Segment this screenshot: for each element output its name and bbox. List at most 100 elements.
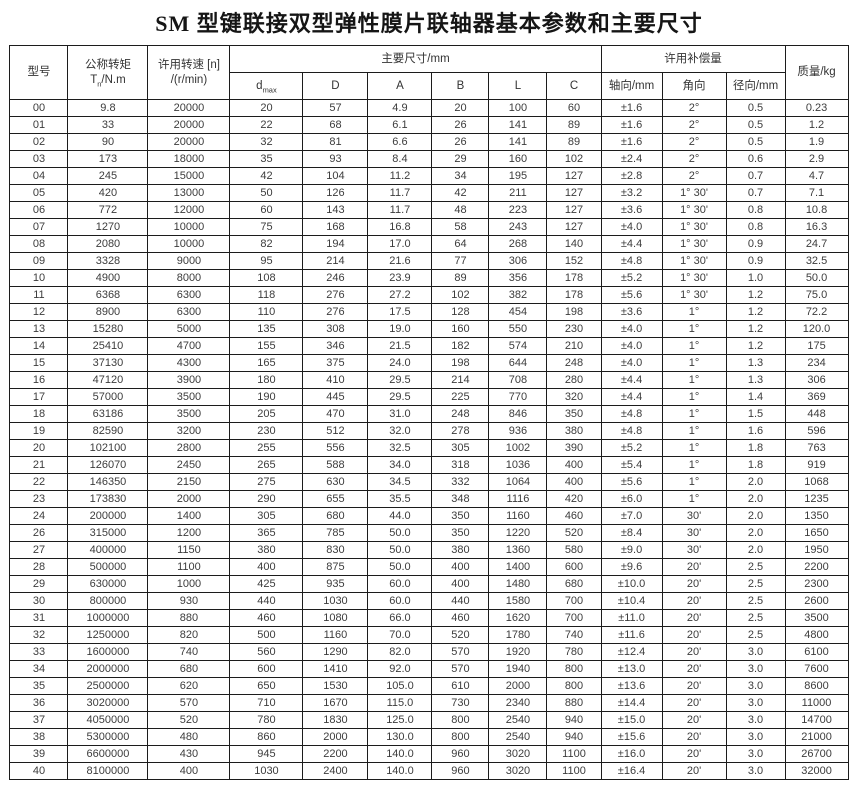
- cell-B: 198: [431, 354, 490, 372]
- cell-dmax: 265: [229, 456, 304, 474]
- cell-model: 11: [9, 286, 69, 304]
- cell-dmax: 860: [229, 728, 304, 746]
- cell-B: 460: [431, 609, 490, 627]
- cell-angular: 20': [661, 626, 727, 644]
- torque-unit: /N.m: [101, 73, 126, 86]
- cell-torque: 2080: [67, 235, 149, 253]
- cell-radial: 0.7: [725, 184, 786, 202]
- cell-model: 33: [9, 643, 69, 661]
- col-header-A: A: [367, 72, 433, 100]
- cell-mass: 448: [784, 405, 849, 423]
- table-row: 01 33 20000 22 68 6.1 26 141 89 ±1.6 2° 0.5 1.2: [9, 116, 849, 134]
- torque-symbol-subscript: n: [97, 78, 102, 88]
- cell-L: 454: [488, 303, 548, 321]
- cell-speed: 1100: [147, 558, 231, 576]
- cell-D: 2400: [302, 762, 369, 780]
- cell-model: 09: [9, 252, 69, 270]
- cell-B: 278: [431, 422, 490, 440]
- cell-axial: ±4.8: [600, 405, 663, 423]
- cell-A: 27.2: [367, 286, 433, 304]
- cell-torque: 47120: [67, 371, 149, 389]
- cell-axial: ±8.4: [600, 524, 663, 542]
- cell-B: 48: [431, 201, 490, 219]
- cell-D: 308: [302, 320, 369, 338]
- cell-C: 89: [546, 116, 602, 134]
- cell-axial: ±4.4: [600, 235, 663, 253]
- cell-dmax: 440: [229, 592, 304, 610]
- cell-A: 23.9: [367, 269, 433, 287]
- cell-speed: 4700: [147, 337, 231, 355]
- table-row: 20 102100 2800 255 556 32.5 305 1002 390 ±5.2 1° 1.…: [9, 439, 849, 457]
- cell-radial: 1.2: [725, 337, 786, 355]
- cell-speed: 10000: [147, 235, 231, 253]
- cell-dmax: 165: [229, 354, 304, 372]
- col-group-compensation: 许用补偿量: [600, 45, 786, 73]
- cell-model: 28: [9, 558, 69, 576]
- table-row: 23 173830 2000 290 655 35.5 348 1116 420 ±6.0 1° 2.…: [9, 490, 849, 508]
- cell-speed: 5000: [147, 320, 231, 338]
- cell-axial: ±4.0: [600, 337, 663, 355]
- cell-torque: 8900: [67, 303, 149, 321]
- cell-A: 50.0: [367, 524, 433, 542]
- cell-model: 27: [9, 541, 69, 559]
- table-row: 12 8900 6300 110 276 17.5 128 454 198 ±3.6 1° 1.2 72…: [9, 303, 849, 321]
- table-row: 24 200000 1400 305 680 44.0 350 1160 460 ±7.0 30' 2…: [9, 507, 849, 525]
- cell-mass: 0.23: [784, 99, 849, 117]
- cell-axial: ±16.4: [600, 762, 663, 780]
- cell-torque: 15280: [67, 320, 149, 338]
- cell-A: 29.5: [367, 371, 433, 389]
- cell-speed: 9000: [147, 252, 231, 270]
- cell-D: 1290: [302, 643, 369, 661]
- cell-L: 306: [488, 252, 548, 270]
- cell-model: 21: [9, 456, 69, 474]
- cell-C: 127: [546, 167, 602, 185]
- page-title: SM 型键联接双型弹性膜片联轴器基本参数和主要尺寸: [155, 11, 703, 36]
- cell-torque: 200000: [67, 507, 149, 525]
- cell-torque: 2500000: [67, 677, 149, 695]
- cell-B: 570: [431, 643, 490, 661]
- cell-radial: 1.4: [725, 388, 786, 406]
- cell-mass: 14700: [784, 711, 849, 729]
- cell-C: 390: [546, 439, 602, 457]
- cell-D: 2200: [302, 745, 369, 763]
- cell-speed: 930: [147, 592, 231, 610]
- cell-dmax: 190: [229, 388, 304, 406]
- cell-A: 115.0: [367, 694, 433, 712]
- cell-A: 130.0: [367, 728, 433, 746]
- cell-mass: 8600: [784, 677, 849, 695]
- cell-D: 655: [302, 490, 369, 508]
- cell-angular: 1°: [661, 303, 727, 321]
- cell-D: 93: [302, 150, 369, 168]
- cell-angular: 2°: [661, 99, 727, 117]
- cell-A: 35.5: [367, 490, 433, 508]
- cell-model: 05: [9, 184, 69, 202]
- cell-angular: 1°: [661, 371, 727, 389]
- cell-C: 102: [546, 150, 602, 168]
- cell-D: 143: [302, 201, 369, 219]
- cell-C: 1100: [546, 745, 602, 763]
- cell-model: 36: [9, 694, 69, 712]
- cell-torque: 63186: [67, 405, 149, 423]
- cell-axial: ±13.0: [600, 660, 663, 678]
- table-row: 29 630000 1000 425 935 60.0 400 1480 680 ±10.0 20'…: [9, 575, 849, 593]
- cell-torque: 245: [67, 167, 149, 185]
- cell-axial: ±16.0: [600, 745, 663, 763]
- cell-A: 11.7: [367, 184, 433, 202]
- cell-D: 346: [302, 337, 369, 355]
- cell-D: 1670: [302, 694, 369, 712]
- cell-model: 38: [9, 728, 69, 746]
- cell-dmax: 82: [229, 235, 304, 253]
- cell-B: 58: [431, 218, 490, 236]
- cell-angular: 1°: [661, 320, 727, 338]
- cell-dmax: 60: [229, 201, 304, 219]
- cell-D: 246: [302, 269, 369, 287]
- cell-torque: 500000: [67, 558, 149, 576]
- table-row: 02 90 20000 32 81 6.6 26 141 89 ±1.6 2° 0.5 1.9: [9, 133, 849, 151]
- cell-L: 268: [488, 235, 548, 253]
- cell-axial: ±7.0: [600, 507, 663, 525]
- table-row: 13 15280 5000 135 308 19.0 160 550 230 ±4.0 1° 1.2 1…: [9, 320, 849, 338]
- cell-mass: 1235: [784, 490, 849, 508]
- cell-angular: 20': [661, 575, 727, 593]
- cell-speed: 880: [147, 609, 231, 627]
